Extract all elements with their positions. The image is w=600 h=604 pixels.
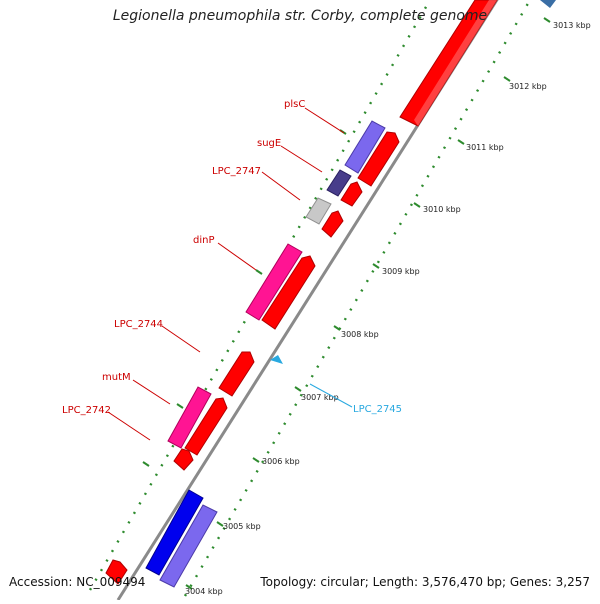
tick-label: 3006 kbp <box>262 457 300 466</box>
cds-feature-top-shade <box>414 0 497 126</box>
tick-label: 3013 kbp <box>553 21 591 30</box>
feature-top-right-stub <box>540 0 556 8</box>
gene-labels: plsC sugE LPC_2747 dinP LPC_2744 mutM LP… <box>62 99 402 416</box>
gene-label-sugE[interactable]: sugE <box>257 138 281 149</box>
lavender-feature <box>159 504 218 588</box>
cds-feature-sugE-pair <box>340 181 363 207</box>
mutM-feature <box>167 386 212 449</box>
feature-blocks <box>105 0 556 588</box>
dinP-feature <box>245 243 303 321</box>
gene-label-LPC_2747[interactable]: LPC_2747 <box>212 166 261 177</box>
sugE-feature <box>326 169 352 197</box>
cds-feature-plsC-pair <box>357 131 400 187</box>
leader-lines <box>107 107 353 441</box>
summary-text: Topology: circular; Length: 3,576,470 bp… <box>260 575 590 589</box>
LPC_2742-feature <box>173 448 194 471</box>
gene-label-LPC_2745[interactable]: LPC_2745 <box>353 404 402 415</box>
map-title: Legionella pneumophila str. Corby, compl… <box>112 8 488 24</box>
gene-label-LPC_2744[interactable]: LPC_2744 <box>114 319 163 330</box>
plsC-feature <box>344 120 386 174</box>
outer-dotted-track <box>183 0 532 597</box>
cds-feature-mutM-pair <box>184 397 228 456</box>
blue-feature <box>145 489 204 576</box>
gene-label-mutM[interactable]: mutM <box>102 372 131 383</box>
tick-label: 3010 kbp <box>423 205 461 214</box>
tick-marks <box>185 17 551 590</box>
LPC_2744-feature <box>218 351 255 397</box>
LPC_2745-feature <box>270 355 283 364</box>
tick-label: 3005 kbp <box>223 522 261 531</box>
cds-feature-LPC_2747-pair <box>321 210 344 238</box>
gene-label-plsC[interactable]: plsC <box>284 99 305 110</box>
LPC_2747-feature <box>305 197 332 225</box>
tick-label: 3012 kbp <box>509 82 547 91</box>
cds-feature-dinP-pair <box>261 255 316 330</box>
cds-feature-bottom <box>105 559 128 585</box>
tick-label: 3009 kbp <box>382 267 420 276</box>
gene-label-LPC_2742[interactable]: LPC_2742 <box>62 405 111 416</box>
accession-text: Accession: NC_009494 <box>9 575 146 589</box>
tick-label: 3008 kbp <box>341 330 379 339</box>
genome-backbone <box>116 0 499 601</box>
gene-label-dinP[interactable]: dinP <box>193 235 215 246</box>
tick-label: 3011 kbp <box>466 143 504 152</box>
tick-label: 3007 kbp <box>301 393 339 402</box>
inner-tick-marks <box>142 129 347 467</box>
tick-label: 3004 kbp <box>185 587 223 596</box>
tick-labels: 3004 kbp 3005 kbp 3006 kbp 3007 kbp 3008… <box>185 21 591 596</box>
